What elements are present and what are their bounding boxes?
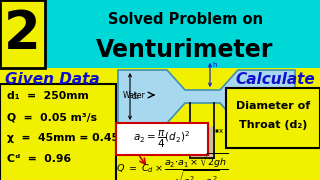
FancyBboxPatch shape bbox=[116, 123, 208, 155]
FancyBboxPatch shape bbox=[45, 0, 320, 68]
Text: Diameter of: Diameter of bbox=[236, 101, 310, 111]
Text: Venturimeter: Venturimeter bbox=[96, 38, 274, 62]
Text: Cᵈ  =  0.96: Cᵈ = 0.96 bbox=[7, 154, 71, 164]
Text: Q  =  0.05 m³/s: Q = 0.05 m³/s bbox=[7, 112, 97, 122]
Text: d₁  =  250mm: d₁ = 250mm bbox=[7, 91, 89, 101]
FancyBboxPatch shape bbox=[0, 84, 116, 180]
Text: Water: Water bbox=[123, 91, 146, 100]
Text: Solved Problem on: Solved Problem on bbox=[108, 12, 262, 28]
Text: x: x bbox=[219, 128, 223, 134]
Text: $Q\ =\ C_d\times\dfrac{a_2{\cdot}a_1\times\sqrt{2gh}}{\sqrt{a_1^2-a_2^2}}$: $Q\ =\ C_d\times\dfrac{a_2{\cdot}a_1\tim… bbox=[116, 152, 229, 180]
Text: Given Data: Given Data bbox=[5, 72, 100, 87]
Text: 2: 2 bbox=[4, 8, 41, 60]
Text: d₁: d₁ bbox=[132, 92, 140, 101]
Text: Throat (d₂): Throat (d₂) bbox=[239, 120, 307, 130]
Text: h: h bbox=[212, 62, 217, 68]
Text: χ  =  45mm = 0.45m: χ = 45mm = 0.45m bbox=[7, 133, 130, 143]
Polygon shape bbox=[118, 70, 295, 123]
Polygon shape bbox=[191, 126, 213, 157]
Text: $a_2 = \dfrac{\pi}{4}(d_2)^2$: $a_2 = \dfrac{\pi}{4}(d_2)^2$ bbox=[133, 128, 191, 150]
FancyBboxPatch shape bbox=[0, 0, 45, 68]
FancyBboxPatch shape bbox=[226, 88, 320, 148]
Text: Calculate: Calculate bbox=[235, 72, 315, 87]
FancyBboxPatch shape bbox=[0, 68, 320, 180]
